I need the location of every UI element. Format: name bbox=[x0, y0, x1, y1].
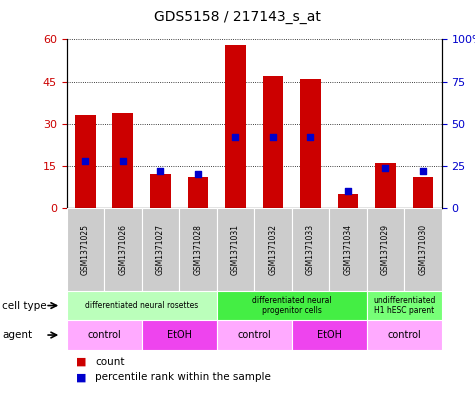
Text: control: control bbox=[237, 330, 271, 340]
Point bbox=[381, 165, 389, 171]
Text: cell type: cell type bbox=[2, 301, 47, 310]
Bar bbox=[300, 79, 321, 208]
Bar bbox=[329, 208, 367, 291]
Text: GSM1371025: GSM1371025 bbox=[81, 224, 90, 275]
Bar bbox=[413, 177, 433, 208]
Bar bbox=[75, 116, 95, 208]
Bar bbox=[188, 177, 208, 208]
Bar bbox=[292, 320, 367, 350]
Text: count: count bbox=[95, 356, 124, 367]
Point bbox=[306, 134, 314, 140]
Text: agent: agent bbox=[2, 330, 32, 340]
Bar bbox=[150, 174, 171, 208]
Point bbox=[194, 171, 201, 178]
Bar bbox=[179, 208, 217, 291]
Bar bbox=[338, 194, 358, 208]
Text: GSM1371031: GSM1371031 bbox=[231, 224, 240, 275]
Bar bbox=[66, 320, 142, 350]
Text: undifferentiated
H1 hESC parent: undifferentiated H1 hESC parent bbox=[373, 296, 436, 315]
Bar bbox=[254, 208, 292, 291]
Bar bbox=[367, 320, 442, 350]
Bar bbox=[113, 112, 133, 208]
Bar bbox=[375, 163, 396, 208]
Text: GSM1371032: GSM1371032 bbox=[268, 224, 277, 275]
Bar bbox=[104, 208, 142, 291]
Point bbox=[232, 134, 239, 140]
Text: GSM1371028: GSM1371028 bbox=[193, 224, 202, 275]
Bar bbox=[367, 291, 442, 320]
Bar bbox=[217, 291, 367, 320]
Text: GSM1371030: GSM1371030 bbox=[418, 224, 428, 275]
Bar bbox=[66, 291, 217, 320]
Text: differentiated neural rosettes: differentiated neural rosettes bbox=[85, 301, 198, 310]
Text: ■: ■ bbox=[76, 372, 86, 382]
Point bbox=[156, 168, 164, 174]
Bar bbox=[217, 320, 292, 350]
Text: GSM1371029: GSM1371029 bbox=[381, 224, 390, 275]
Point bbox=[344, 188, 352, 195]
Point bbox=[269, 134, 276, 140]
Bar bbox=[217, 208, 254, 291]
Bar bbox=[263, 76, 283, 208]
Text: GSM1371033: GSM1371033 bbox=[306, 224, 315, 275]
Bar bbox=[367, 208, 404, 291]
Point bbox=[419, 168, 427, 174]
Point bbox=[82, 158, 89, 164]
Text: GDS5158 / 217143_s_at: GDS5158 / 217143_s_at bbox=[154, 10, 321, 24]
Text: EtOH: EtOH bbox=[167, 330, 191, 340]
Text: differentiated neural
progenitor cells: differentiated neural progenitor cells bbox=[252, 296, 332, 315]
Text: ■: ■ bbox=[76, 356, 86, 367]
Bar bbox=[292, 208, 329, 291]
Text: GSM1371026: GSM1371026 bbox=[118, 224, 127, 275]
Bar bbox=[142, 208, 179, 291]
Text: percentile rank within the sample: percentile rank within the sample bbox=[95, 372, 271, 382]
Text: control: control bbox=[387, 330, 421, 340]
Bar bbox=[142, 320, 217, 350]
Text: control: control bbox=[87, 330, 121, 340]
Bar bbox=[66, 208, 104, 291]
Bar bbox=[404, 208, 442, 291]
Text: EtOH: EtOH bbox=[317, 330, 342, 340]
Text: GSM1371034: GSM1371034 bbox=[343, 224, 352, 275]
Text: GSM1371027: GSM1371027 bbox=[156, 224, 165, 275]
Point bbox=[119, 158, 126, 164]
Bar bbox=[225, 45, 246, 208]
